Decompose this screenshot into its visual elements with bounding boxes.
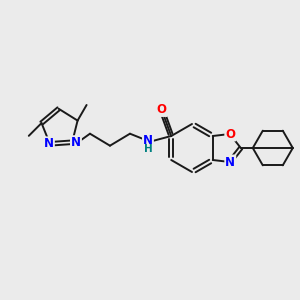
Text: H: H <box>144 144 152 154</box>
Text: O: O <box>225 128 235 140</box>
Text: N: N <box>71 136 81 149</box>
Text: N: N <box>44 137 54 150</box>
Text: N: N <box>143 134 153 147</box>
Text: O: O <box>157 103 167 116</box>
Text: N: N <box>225 155 235 169</box>
